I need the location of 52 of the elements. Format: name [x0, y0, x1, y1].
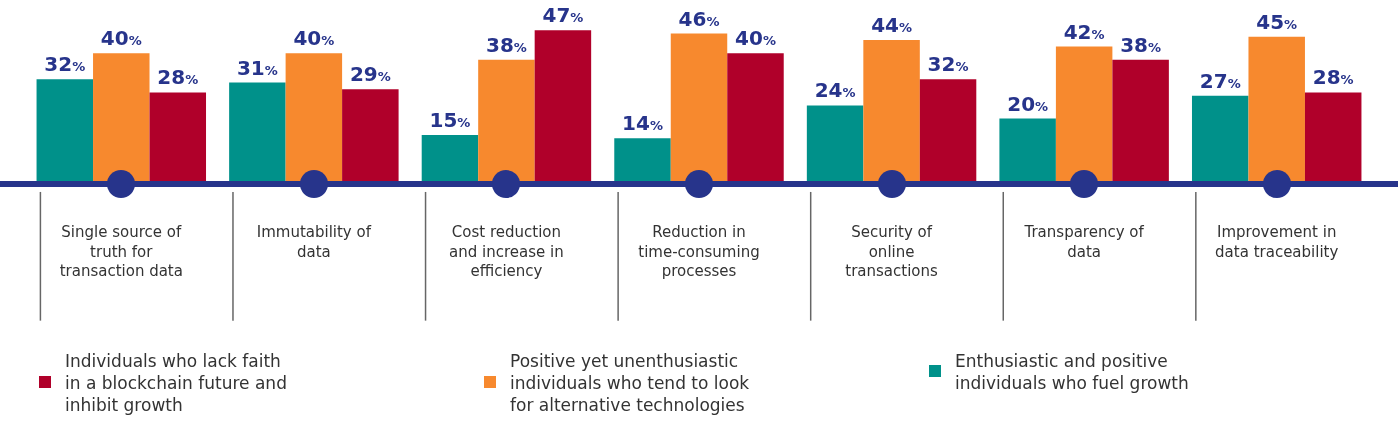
bar: [727, 53, 784, 184]
data-label: 14%: [622, 111, 663, 136]
bar: [1191, 95, 1249, 184]
data-label: 46%: [678, 6, 720, 31]
data-label: 32%: [927, 52, 969, 77]
bar: [670, 33, 728, 184]
data-label: 27%: [1199, 68, 1241, 93]
data-label: 32%: [44, 52, 86, 77]
legend-label: Enthusiastic and positive individuals who fuel growth: [955, 350, 1189, 393]
bar: [806, 105, 864, 184]
bar: [149, 92, 207, 184]
bar: [421, 134, 479, 184]
data-label: 40%: [293, 26, 335, 51]
data-label: 28%: [157, 65, 199, 90]
bar: [93, 53, 150, 184]
bar: [1112, 59, 1169, 184]
data-label: 28%: [1312, 65, 1354, 90]
data-label: 47%: [542, 3, 584, 28]
bar: [1304, 92, 1362, 184]
bar: [229, 82, 286, 184]
data-label: 38%: [1120, 32, 1162, 57]
data-label: 44%: [871, 13, 913, 38]
data-label: 29%: [349, 62, 391, 87]
x-tick-label: Improvement in data traceability: [1215, 223, 1339, 261]
bar: [285, 53, 343, 184]
x-tick-label: Security of online transactions: [845, 223, 939, 280]
bar: [1248, 36, 1305, 184]
bar: [863, 40, 920, 184]
data-label: 42%: [1063, 19, 1105, 44]
bar: [614, 138, 671, 184]
bar: [534, 30, 592, 184]
data-label: 15%: [429, 107, 471, 132]
bar: [1055, 46, 1113, 184]
legend-label: Positive yet unenthusiastic individuals who tend to look for alternative technologies: [510, 350, 750, 415]
bar: [919, 79, 977, 184]
data-label: 20%: [1007, 91, 1049, 116]
bar: [478, 59, 535, 184]
x-tick-label: Reduction in time-consuming processes: [638, 223, 760, 280]
data-label: 38%: [485, 32, 527, 57]
x-tick-label: Transparency of data: [1023, 223, 1145, 261]
bar: [36, 79, 94, 184]
data-label: 24%: [814, 78, 856, 103]
x-tick-label: Single source of truth for transaction data: [59, 223, 183, 280]
x-tick-label: Immutability of data: [256, 223, 372, 261]
legend-label: Individuals who lack faith in a blockchain future and inhibit growth: [65, 350, 287, 415]
x-tick-label: Cost reduction and increase in efficiency: [449, 223, 564, 280]
data-label: 40%: [735, 26, 776, 51]
bar: [999, 118, 1056, 184]
data-label: 31%: [236, 55, 278, 80]
data-label: 40%: [100, 26, 142, 51]
data-label: 45%: [1256, 9, 1298, 34]
bar: [342, 89, 399, 184]
